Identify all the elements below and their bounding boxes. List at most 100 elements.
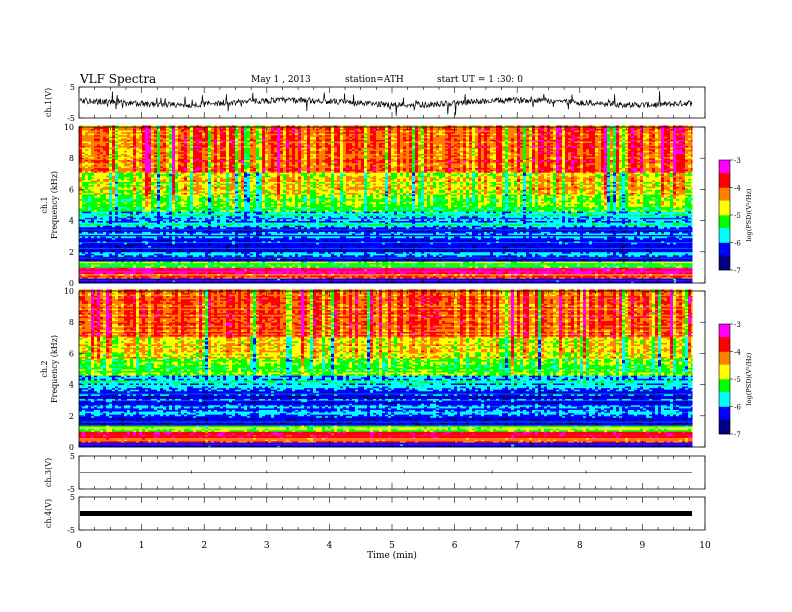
psd-cell <box>280 278 284 281</box>
psd-cell <box>277 276 281 279</box>
psd-cell <box>580 281 584 284</box>
psd-cell <box>232 281 236 284</box>
psd-cell <box>652 278 656 281</box>
psd-cell <box>667 278 671 281</box>
psd-cell <box>607 276 611 279</box>
psd-cell <box>442 281 446 284</box>
psd-cell <box>340 276 344 279</box>
psd-cell <box>331 276 335 279</box>
psd-cell <box>550 278 554 281</box>
psd-cell <box>136 276 140 279</box>
psd-cell <box>118 276 122 279</box>
psd-cell <box>319 281 323 284</box>
psd-cell <box>289 276 293 279</box>
psd-cell <box>217 276 221 279</box>
psd-cell <box>589 276 593 279</box>
psd-cell <box>184 281 188 284</box>
psd-cell <box>664 278 668 281</box>
psd-cell <box>253 281 257 284</box>
psd-cell <box>643 276 647 279</box>
psd-cell <box>289 278 293 281</box>
psd-cell <box>346 276 350 279</box>
psd-cell <box>157 276 161 279</box>
y-axis-label: ch.1(V) <box>44 88 53 117</box>
psd-cell <box>205 278 209 281</box>
psd-cell <box>421 276 425 279</box>
psd-cell <box>637 278 641 281</box>
psd-cell <box>103 281 107 284</box>
psd-cell <box>187 276 191 279</box>
psd-cell <box>640 281 644 284</box>
psd-cell <box>232 278 236 281</box>
psd-cell <box>304 281 308 284</box>
psd-cell <box>439 278 443 281</box>
psd-cell <box>526 276 530 279</box>
psd-cell <box>685 278 689 281</box>
station-label: station=ATH <box>345 75 404 85</box>
psd-cell <box>607 278 611 281</box>
psd-cell <box>445 278 449 281</box>
psd-cell <box>658 281 662 284</box>
psd-cell <box>451 276 455 279</box>
psd-cell <box>106 281 110 284</box>
psd-cell <box>580 276 584 279</box>
psd-cell <box>181 276 185 279</box>
psd-cell <box>625 276 629 279</box>
psd-cell <box>394 278 398 281</box>
psd-cell <box>448 278 452 281</box>
psd-cell <box>691 276 693 279</box>
psd-cell <box>112 276 116 279</box>
psd-cell <box>361 278 365 281</box>
psd-cell <box>460 281 464 284</box>
psd-cell <box>448 276 452 279</box>
psd-cell <box>604 276 608 279</box>
psd-cell <box>433 278 437 281</box>
psd-cell <box>499 276 503 279</box>
psd-cell <box>259 276 263 279</box>
psd-cell <box>610 278 614 281</box>
psd-cell <box>247 276 251 279</box>
psd-cell <box>418 281 422 284</box>
psd-cell <box>475 278 479 281</box>
psd-cell <box>82 276 86 279</box>
psd-cell <box>592 278 596 281</box>
psd-cell <box>301 276 305 279</box>
psd-cell <box>493 278 497 281</box>
psd-cell <box>544 276 548 279</box>
psd-cell <box>451 281 455 284</box>
psd-cell <box>298 281 302 284</box>
psd-cell <box>418 276 422 279</box>
psd-cell <box>382 278 386 281</box>
psd-cell <box>133 281 137 284</box>
psd-cell <box>85 278 89 281</box>
psd-cell <box>292 281 296 284</box>
psd-cell <box>457 281 461 284</box>
psd-cell <box>118 281 122 284</box>
psd-cell <box>475 276 479 279</box>
psd-cell <box>178 276 182 279</box>
psd-cell <box>616 281 620 284</box>
psd-cell <box>532 281 536 284</box>
psd-cell <box>322 278 326 281</box>
psd-cell <box>577 281 581 284</box>
psd-cell <box>625 278 629 281</box>
y-tick-label: -5 <box>67 114 75 123</box>
psd-cell <box>682 281 686 284</box>
psd-cell <box>187 278 191 281</box>
psd-cell <box>511 276 515 279</box>
psd-cell <box>649 281 653 284</box>
psd-cell <box>454 276 458 279</box>
psd-cell <box>307 276 311 279</box>
psd-cell <box>502 281 506 284</box>
psd-cell <box>292 278 296 281</box>
psd-cell <box>184 276 188 279</box>
psd-cell <box>97 276 101 279</box>
psd-cell <box>601 278 605 281</box>
psd-cell <box>100 281 104 284</box>
psd-cell <box>88 276 92 279</box>
psd-cell <box>322 281 326 284</box>
psd-cell <box>205 276 209 279</box>
psd-cell <box>274 278 278 281</box>
psd-cell <box>292 276 296 279</box>
